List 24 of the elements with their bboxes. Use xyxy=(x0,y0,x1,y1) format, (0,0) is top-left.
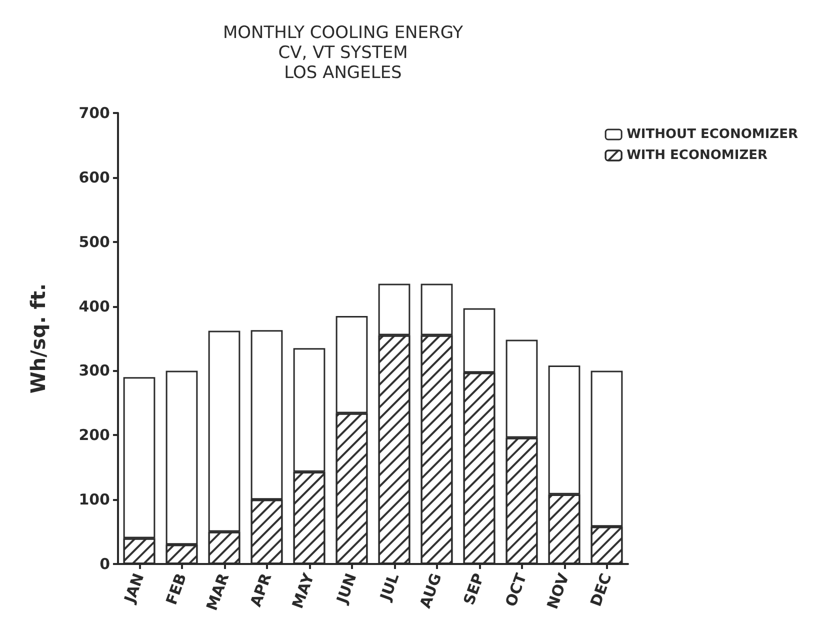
x-tick-label: MAR xyxy=(202,570,233,613)
legend-label: WITH ECONOMIZER xyxy=(626,148,768,163)
x-tick-label: SEP xyxy=(460,570,488,608)
chart-title: MONTHLY COOLING ENERGY CV, VT SYSTEM LOS ANGELES xyxy=(222,23,464,83)
legend-label: WITHOUT ECONOMIZER xyxy=(626,127,798,142)
x-tick-label: MAY xyxy=(288,570,318,611)
x-tick-label: DEC xyxy=(586,570,616,609)
x-tick-label: NOV xyxy=(543,570,573,612)
x-tick-label: OCT xyxy=(502,570,530,610)
y-tick-label: 0 xyxy=(100,555,110,573)
y-tick-label: 100 xyxy=(78,490,110,509)
y-tick-label: 200 xyxy=(78,426,110,444)
x-tick-label: FEB xyxy=(162,570,190,608)
x-tick-label: AUG xyxy=(416,570,446,611)
y-tick-label: 600 xyxy=(78,168,110,186)
x-tick-label: APR xyxy=(246,570,276,610)
y-tick-label: 700 xyxy=(78,104,110,122)
y-tick-label: 300 xyxy=(78,362,110,380)
y-axis-title: Wh/sq. ft. xyxy=(26,283,50,394)
y-tick-label: 500 xyxy=(78,232,110,251)
x-tick-label: JAN xyxy=(120,570,148,606)
x-tick-label: JUL xyxy=(376,570,403,604)
x-tick-label: JUN xyxy=(332,570,360,607)
y-tick-label: 400 xyxy=(78,297,110,316)
